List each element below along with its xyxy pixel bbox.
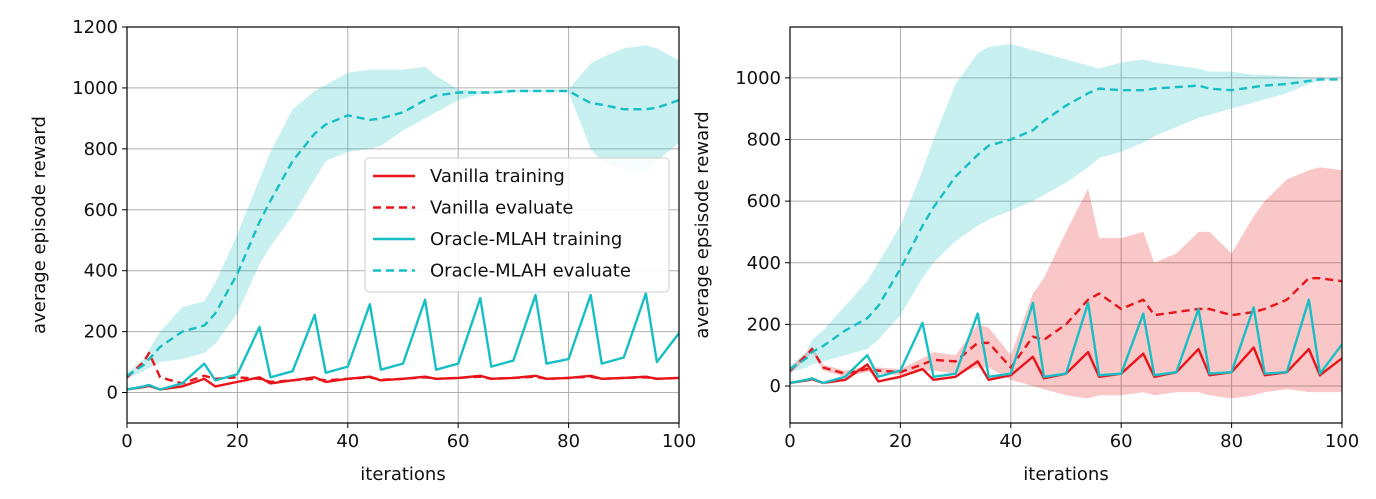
y-tick-label: 1200 [72,17,118,38]
line [790,78,1342,371]
plot-area [790,43,1342,399]
line [127,351,679,385]
plot: 0 20 40 60 80 100020040060080010001200iterati… [29,17,696,485]
y-tick-label: 600 [84,200,118,221]
error-band [790,43,1342,373]
plot-area [127,45,679,391]
axes-frame [789,26,1343,424]
line [790,298,1342,385]
axes-frame [126,26,680,424]
legend-label: Oracle-MLAH evaluate [430,261,631,282]
x-axis-label: iterations [360,464,445,485]
x-tick-label: 40 [999,431,1022,452]
x-axis-label: iterations [1023,464,1108,485]
x-tick-label: 40 [336,431,359,452]
y-tick-label: 200 [84,322,118,343]
y-tick-label: 0 [770,376,781,397]
y-tick-label: 1000 [735,68,781,89]
x-tick-label: 60 [447,431,470,452]
line [127,292,679,391]
y-tick-label: 600 [747,191,781,212]
y-tick-label: 1000 [72,78,118,99]
y-tick-label: 200 [747,314,781,335]
x-tick-label: 100 [1325,431,1359,452]
x-tick-label: 100 [662,431,696,452]
x-tick-label: 20 [889,431,912,452]
x-tick-label: 0 [121,431,132,452]
legend-label: Vanilla evaluate [430,198,573,219]
x-tick-label: 80 [1220,431,1243,452]
y-tick-label: 400 [747,253,781,274]
line [127,374,679,391]
legend-box [364,157,670,293]
y-tick-label: 400 [84,261,118,282]
legend-label: Oracle-MLAH training [430,229,622,250]
legend-label: Vanilla training [430,166,565,187]
x-tick-label: 80 [557,431,580,452]
legend: Vanilla training Vanilla evaluate Oracle-M… [364,157,670,293]
x-tick-label: 20 [226,431,249,452]
y-tick-label: 0 [107,383,118,404]
plot: 0 20 40 60 80 10002004006008001000iterationsa… [692,26,1359,485]
x-tick-label: 0 [784,431,795,452]
y-tick-label: 800 [84,139,118,160]
line [790,276,1342,375]
y-tick-label: 800 [747,129,781,150]
line [127,89,679,377]
x-tick-label: 60 [1110,431,1133,452]
error-band [127,45,679,379]
y-axis-label: average episode reward [29,116,50,334]
y-axis-label: average epsisode reward [692,111,713,338]
